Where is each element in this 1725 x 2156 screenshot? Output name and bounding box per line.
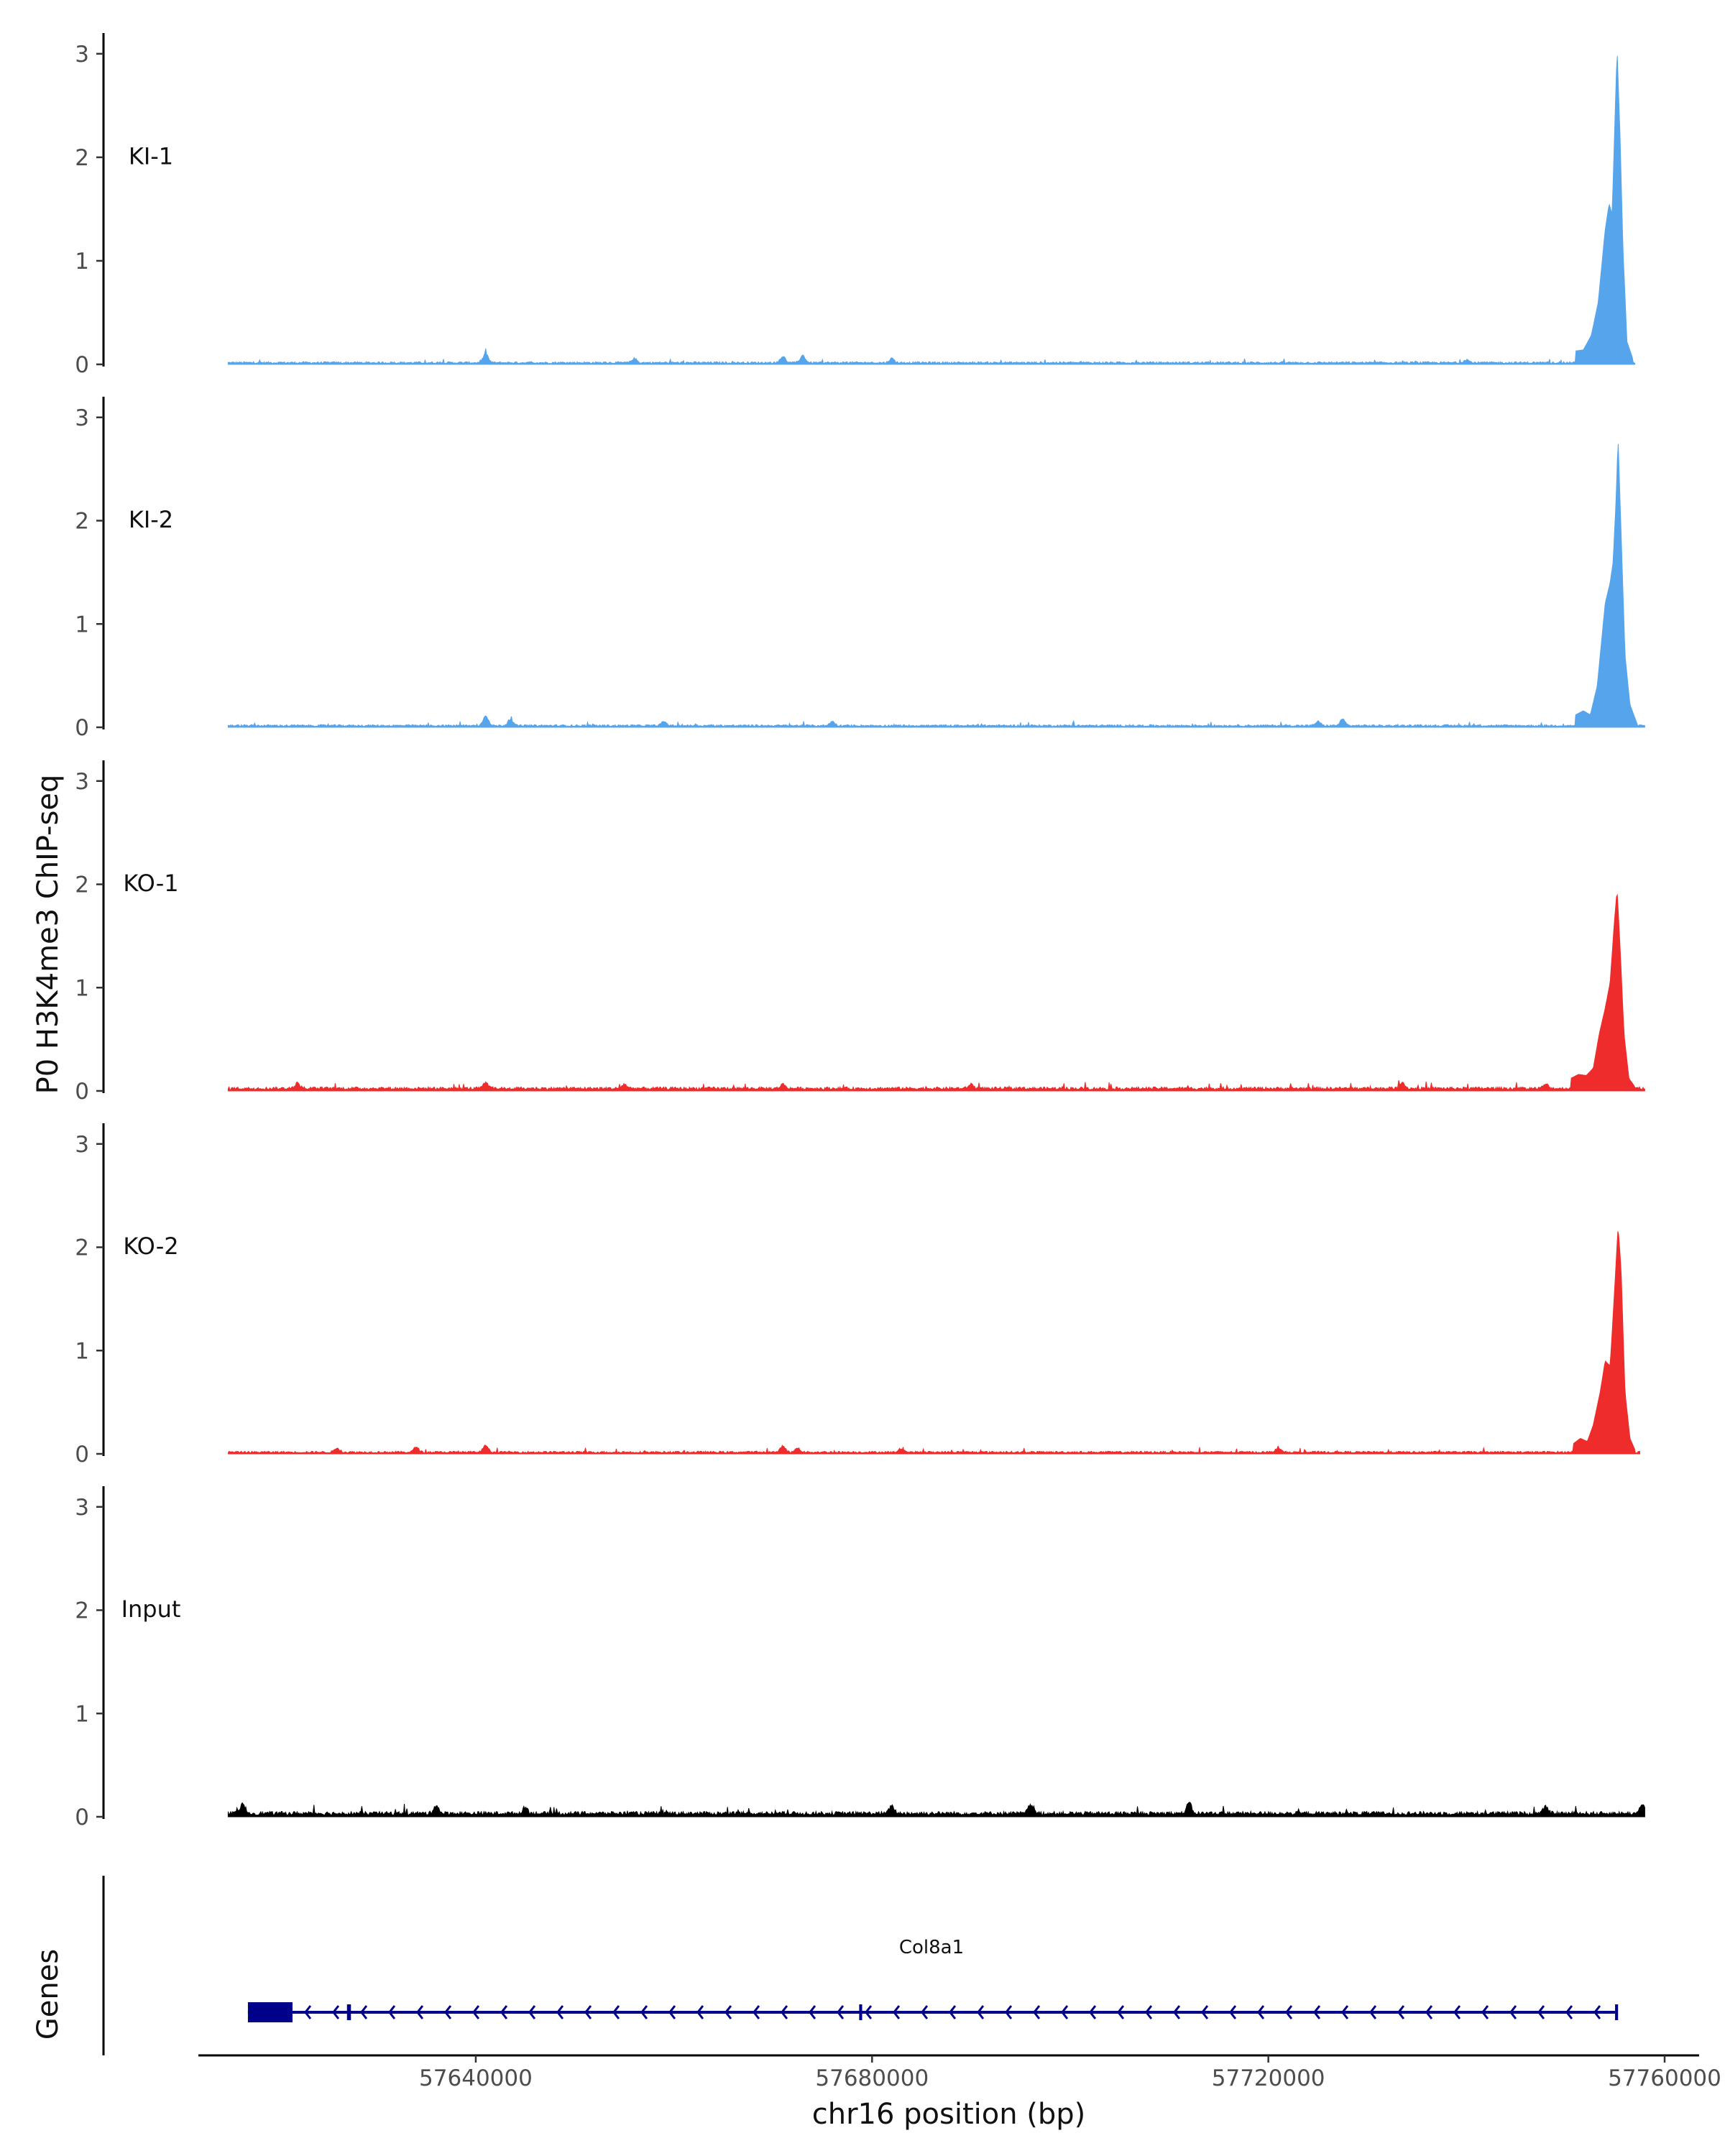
- y-tick-label: 3: [75, 405, 89, 431]
- y-tick-label: 2: [75, 1235, 89, 1261]
- strand-arrow: [1565, 2005, 1573, 2019]
- strand-arrow: [921, 2005, 929, 2019]
- strand-arrow: [416, 2005, 424, 2019]
- strand-arrow: [1369, 2005, 1377, 2019]
- strand-arrow: [893, 2005, 901, 2019]
- y-tick-label: 1: [75, 1338, 89, 1364]
- strand-arrow: [556, 2005, 564, 2019]
- strand-arrow: [668, 2005, 676, 2019]
- strand-arrow: [1453, 2005, 1461, 2019]
- y-tick-label: 0: [75, 1805, 89, 1830]
- strand-arrow: [1005, 2005, 1013, 2019]
- y-tick-label: 1: [75, 975, 89, 1001]
- strand-arrow: [304, 2005, 312, 2019]
- y-tick-label: 2: [75, 145, 89, 171]
- x-axis: 57640000 57680000 57720000 57760000: [198, 2054, 1721, 2091]
- strand-arrow: [1257, 2005, 1265, 2019]
- strand-arrow: [1593, 2005, 1601, 2019]
- track-label: KO-2: [123, 1233, 178, 1260]
- gene-exon: [247, 2002, 293, 2022]
- strand-arrow: [809, 2005, 816, 2019]
- track-ki-2: 0 1 2 3 KI-2: [75, 397, 1645, 741]
- strand-arrow: [500, 2005, 508, 2019]
- track-label: KI-2: [129, 506, 173, 533]
- x-tick-label: 57680000: [815, 2065, 929, 2091]
- track-ki-1: 0 1 2 3 KI-1: [75, 33, 1636, 378]
- strand-arrow: [1481, 2005, 1489, 2019]
- signal-area-input: [227, 1802, 1645, 1818]
- track-label: Input: [121, 1595, 181, 1623]
- y-tick-label: 3: [75, 42, 89, 68]
- y-tick-label: 0: [75, 352, 89, 378]
- track-label: KO-1: [123, 870, 178, 897]
- signal-area-ko-1: [227, 893, 1645, 1092]
- strand-arrow: [1089, 2005, 1097, 2019]
- y-tick-label: 2: [75, 509, 89, 535]
- track-ko-2: 0 1 2 3 KO-2: [75, 1123, 1640, 1468]
- strand-arrow: [1033, 2005, 1041, 2019]
- strand-arrow: [837, 2005, 845, 2019]
- strand-arrow: [753, 2005, 760, 2019]
- strand-arrow: [360, 2005, 368, 2019]
- strand-arrow: [724, 2005, 732, 2019]
- strand-arrow: [1425, 2005, 1433, 2019]
- strand-arrow: [977, 2005, 985, 2019]
- x-tick-label: 57760000: [1608, 2065, 1721, 2091]
- strand-arrow: [388, 2005, 396, 2019]
- signal-area-ki-2: [227, 443, 1645, 728]
- gene-exon: [859, 2004, 862, 2020]
- strand-arrow: [949, 2005, 957, 2019]
- y-tick-label: 3: [75, 1132, 89, 1158]
- strand-arrow: [1509, 2005, 1517, 2019]
- strand-arrow: [1201, 2005, 1209, 2019]
- y-tick-label: 1: [75, 612, 89, 637]
- strand-arrow: [640, 2005, 648, 2019]
- track-panels: 0 1 2 3 KI-1 0 1 2 3 KI-2 0 1 2 3 KO-1 0 1 2 3 KO-2 0 1 2 3 Inpu…: [75, 33, 1645, 1830]
- track-label: KI-1: [129, 143, 173, 170]
- strand-arrow: [612, 2005, 620, 2019]
- genes-panel-title: Genes: [32, 1949, 65, 2040]
- gene-name-label: Col8a1: [899, 1937, 964, 1958]
- signal-area-ki-1: [227, 55, 1636, 365]
- y-tick-label: 0: [75, 1442, 89, 1468]
- x-tick-label: 57640000: [419, 2065, 533, 2091]
- strand-arrow: [444, 2005, 452, 2019]
- strand-arrow: [1117, 2005, 1125, 2019]
- x-axis-title: chr16 position (bp): [812, 2098, 1086, 2131]
- strand-arrow: [1145, 2005, 1153, 2019]
- y-tick-label: 3: [75, 1495, 89, 1521]
- strand-arrow: [1285, 2005, 1293, 2019]
- strand-arrow: [781, 2005, 788, 2019]
- y-tick-label: 0: [75, 1079, 89, 1105]
- strand-arrow: [528, 2005, 536, 2019]
- strand-arrow: [1397, 2005, 1405, 2019]
- y-tick-label: 1: [75, 1701, 89, 1727]
- strand-arrow: [472, 2005, 480, 2019]
- y-tick-label: 3: [75, 769, 89, 795]
- strand-arrow: [865, 2005, 873, 2019]
- y-tick-label: 0: [75, 715, 89, 741]
- gene-exon: [1615, 2004, 1619, 2020]
- signal-area-ko-2: [227, 1231, 1640, 1455]
- x-tick-label: 57720000: [1212, 2065, 1325, 2091]
- genes-panel: Col8a1: [102, 1876, 1619, 2055]
- strand-arrow: [1061, 2005, 1069, 2019]
- y-tick-label: 2: [75, 1598, 89, 1624]
- strand-arrow: [696, 2005, 704, 2019]
- track-ko-1: 0 1 2 3 KO-1: [75, 760, 1645, 1105]
- strand-arrow: [1173, 2005, 1181, 2019]
- y-tick-label: 2: [75, 872, 89, 898]
- gene-exon: [346, 2004, 351, 2020]
- strand-arrow: [1229, 2005, 1237, 2019]
- strand-arrow: [1537, 2005, 1545, 2019]
- y-tick-label: 1: [75, 249, 89, 275]
- y-axis-title: P0 H3K4me3 ChIP-seq: [32, 775, 65, 1095]
- strand-arrow: [1313, 2005, 1321, 2019]
- strand-arrow: [1341, 2005, 1349, 2019]
- track-input: 0 1 2 3 Input: [75, 1486, 1645, 1830]
- strand-arrow: [332, 2005, 340, 2019]
- strand-arrow: [584, 2005, 592, 2019]
